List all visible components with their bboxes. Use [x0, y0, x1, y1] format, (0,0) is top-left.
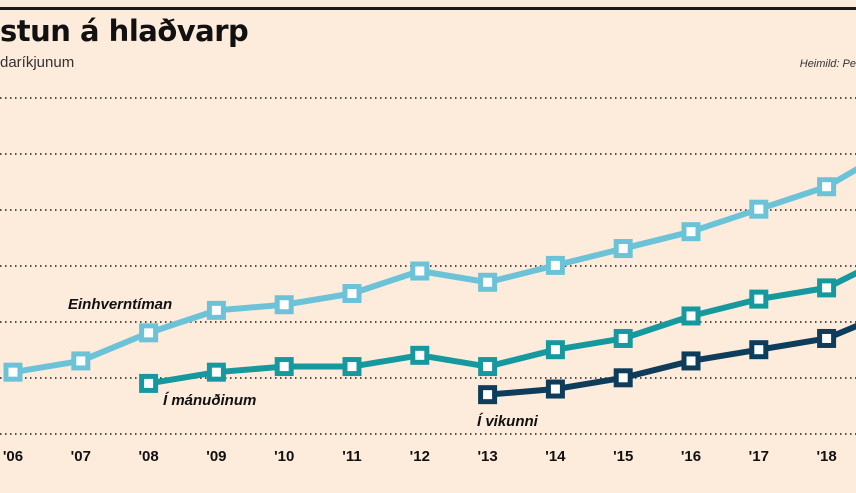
data-point	[71, 351, 91, 371]
data-point	[749, 289, 769, 309]
data-point	[274, 357, 294, 377]
x-tick-label: '13	[477, 448, 497, 465]
data-point	[817, 328, 837, 348]
series-line	[145, 269, 856, 387]
data-point	[545, 379, 565, 399]
x-tick-label: '09	[206, 448, 226, 465]
x-tick-label: '07	[71, 448, 91, 465]
x-tick-label: '18	[816, 448, 836, 465]
x-tick-label: '16	[681, 448, 701, 465]
data-point	[545, 255, 565, 275]
data-point	[478, 357, 498, 377]
series-line	[10, 166, 856, 376]
data-point	[478, 385, 498, 405]
data-point	[206, 300, 226, 320]
top-rule	[0, 7, 856, 10]
data-point	[681, 222, 701, 242]
series-1	[139, 269, 856, 393]
series-label: Í mánuðinum	[163, 392, 256, 409]
x-tick-label: '11	[342, 448, 361, 465]
chart-subtitle: daríkjunum	[0, 54, 75, 71]
x-tick-label: '08	[138, 448, 158, 465]
data-point	[274, 295, 294, 315]
chart-source: Heimild: Pe	[799, 58, 856, 70]
data-point	[545, 340, 565, 360]
data-point	[410, 345, 430, 365]
series-2	[478, 323, 856, 405]
data-point	[410, 261, 430, 281]
data-point	[749, 340, 769, 360]
series-labels: Einhverntíman Í mánuðinum Í vikunni	[68, 296, 539, 430]
data-point	[681, 306, 701, 326]
data-point	[817, 278, 837, 298]
x-tick-label: '14	[545, 448, 566, 465]
x-tick-label: '10	[274, 448, 294, 465]
series-0	[3, 166, 856, 382]
data-point	[206, 362, 226, 382]
series-layer	[3, 166, 856, 405]
series-label: Einhverntíman	[68, 296, 172, 313]
x-tick-label: '17	[749, 448, 769, 465]
data-point	[681, 351, 701, 371]
series-label: Í vikunni	[477, 413, 539, 430]
data-point	[3, 362, 23, 382]
data-point	[139, 323, 159, 343]
data-point	[613, 328, 633, 348]
x-axis-ticks: '06'07'08'09'10'11'12'13'14'15'16'17'18'…	[3, 448, 837, 465]
data-point	[613, 368, 633, 388]
data-point	[749, 199, 769, 219]
x-tick-label: '06	[3, 448, 23, 465]
data-point	[817, 177, 837, 197]
x-tick-label: '12	[410, 448, 430, 465]
data-point	[478, 272, 498, 292]
data-point	[342, 357, 362, 377]
data-point	[139, 373, 159, 393]
data-point	[342, 284, 362, 303]
data-point	[613, 239, 633, 259]
x-tick-label: '15	[613, 448, 633, 465]
chart-title: stun á hlaðvarp	[0, 14, 249, 48]
